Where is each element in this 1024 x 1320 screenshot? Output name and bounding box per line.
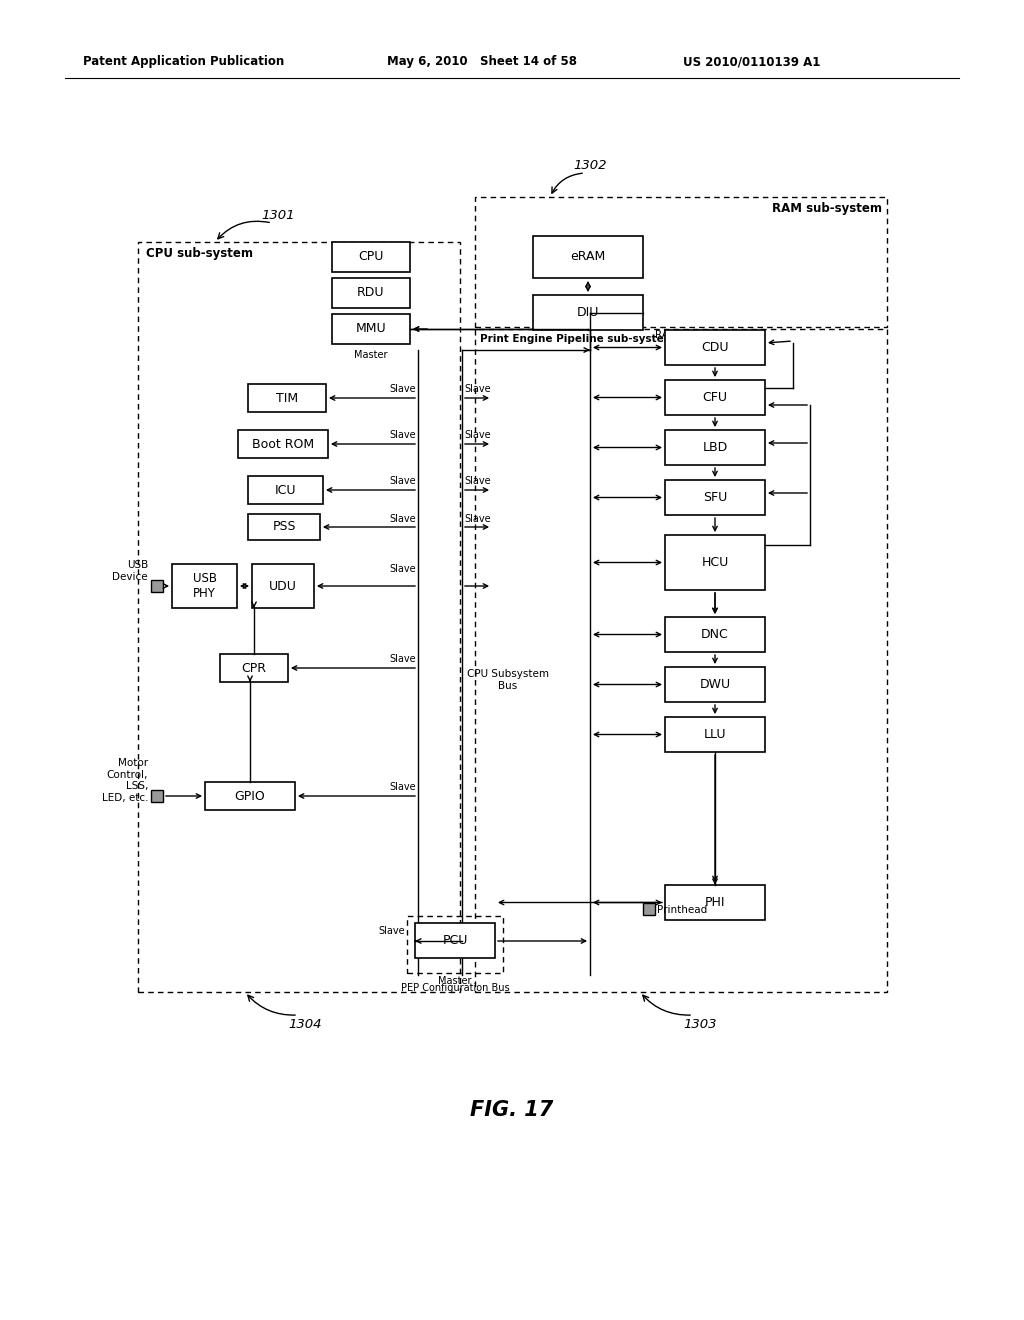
Bar xyxy=(665,330,765,366)
Text: Slave: Slave xyxy=(389,384,416,393)
Bar xyxy=(252,564,314,609)
Bar xyxy=(665,480,765,515)
Bar xyxy=(475,329,887,993)
Text: USB
PHY: USB PHY xyxy=(193,572,216,601)
Bar xyxy=(415,923,495,958)
Bar xyxy=(151,789,163,803)
Text: Master: Master xyxy=(354,350,388,360)
Bar xyxy=(407,916,503,973)
Text: Slave: Slave xyxy=(379,927,406,936)
Text: ICU: ICU xyxy=(274,483,296,496)
Text: Slave: Slave xyxy=(464,513,490,524)
Text: Printhead: Printhead xyxy=(657,906,708,915)
Text: CPR: CPR xyxy=(242,661,266,675)
Text: PCU: PCU xyxy=(442,935,468,946)
Text: PSS: PSS xyxy=(272,520,296,533)
Bar xyxy=(643,903,655,915)
Text: CPU Subsystem
Bus: CPU Subsystem Bus xyxy=(467,669,549,690)
Text: 1304: 1304 xyxy=(288,1018,322,1031)
Text: eRAM: eRAM xyxy=(570,251,605,264)
Text: Slave: Slave xyxy=(389,430,416,440)
Text: Slave: Slave xyxy=(464,430,490,440)
Text: RDU: RDU xyxy=(357,286,385,300)
Text: CPU: CPU xyxy=(358,251,384,264)
Bar xyxy=(138,242,460,993)
Text: MMU: MMU xyxy=(355,322,386,335)
Bar xyxy=(665,535,765,590)
Text: 1301: 1301 xyxy=(261,209,295,222)
Text: GPIO: GPIO xyxy=(234,789,265,803)
Bar xyxy=(248,477,323,504)
Text: Slave: Slave xyxy=(389,781,416,792)
Text: USB
Device: USB Device xyxy=(113,560,148,582)
Bar xyxy=(332,279,410,308)
Text: 1302: 1302 xyxy=(573,158,607,172)
Bar xyxy=(534,236,643,279)
Text: SFU: SFU xyxy=(702,491,727,504)
Text: DNC: DNC xyxy=(701,628,729,642)
Bar xyxy=(220,653,288,682)
Text: Slave: Slave xyxy=(389,564,416,574)
Text: 1303: 1303 xyxy=(683,1018,717,1031)
Text: PEP Configuration Bus: PEP Configuration Bus xyxy=(400,983,509,993)
Text: US 2010/0110139 A1: US 2010/0110139 A1 xyxy=(683,55,820,69)
Bar xyxy=(665,380,765,414)
Text: CDU: CDU xyxy=(701,341,729,354)
Bar xyxy=(665,717,765,752)
Text: Motor
Control,
LSS,
LED, etc.: Motor Control, LSS, LED, etc. xyxy=(101,758,148,803)
Text: RAM bus: RAM bus xyxy=(655,330,699,341)
Bar xyxy=(665,616,765,652)
Text: UDU: UDU xyxy=(269,579,297,593)
Bar xyxy=(332,314,410,345)
Bar xyxy=(172,564,237,609)
Text: DIU: DIU xyxy=(577,306,599,319)
Bar xyxy=(665,667,765,702)
Text: LBD: LBD xyxy=(702,441,728,454)
Text: Patent Application Publication: Patent Application Publication xyxy=(83,55,285,69)
Text: Slave: Slave xyxy=(389,653,416,664)
Text: FIG. 17: FIG. 17 xyxy=(470,1100,554,1119)
Bar xyxy=(248,513,319,540)
Text: Slave: Slave xyxy=(389,477,416,486)
Bar xyxy=(534,294,643,330)
Bar xyxy=(238,430,328,458)
Bar xyxy=(665,430,765,465)
Text: Slave: Slave xyxy=(464,477,490,486)
Text: Boot ROM: Boot ROM xyxy=(252,437,314,450)
Text: HCU: HCU xyxy=(701,556,729,569)
Text: CPU sub-system: CPU sub-system xyxy=(146,247,253,260)
Text: TIM: TIM xyxy=(275,392,298,404)
Bar xyxy=(151,579,163,591)
Text: LLU: LLU xyxy=(703,729,726,741)
Bar xyxy=(665,884,765,920)
Bar xyxy=(205,781,295,810)
Text: Slave: Slave xyxy=(464,384,490,393)
Text: May 6, 2010   Sheet 14 of 58: May 6, 2010 Sheet 14 of 58 xyxy=(387,55,577,69)
Text: RAM sub-system: RAM sub-system xyxy=(772,202,882,215)
Text: PHI: PHI xyxy=(705,896,725,909)
Bar xyxy=(475,197,887,327)
Text: DWU: DWU xyxy=(699,678,730,690)
Text: Print Engine Pipeline sub-system: Print Engine Pipeline sub-system xyxy=(480,334,675,345)
Text: Slave: Slave xyxy=(389,513,416,524)
Bar xyxy=(248,384,326,412)
Text: Master: Master xyxy=(438,975,472,986)
Bar xyxy=(332,242,410,272)
Text: CFU: CFU xyxy=(702,391,727,404)
